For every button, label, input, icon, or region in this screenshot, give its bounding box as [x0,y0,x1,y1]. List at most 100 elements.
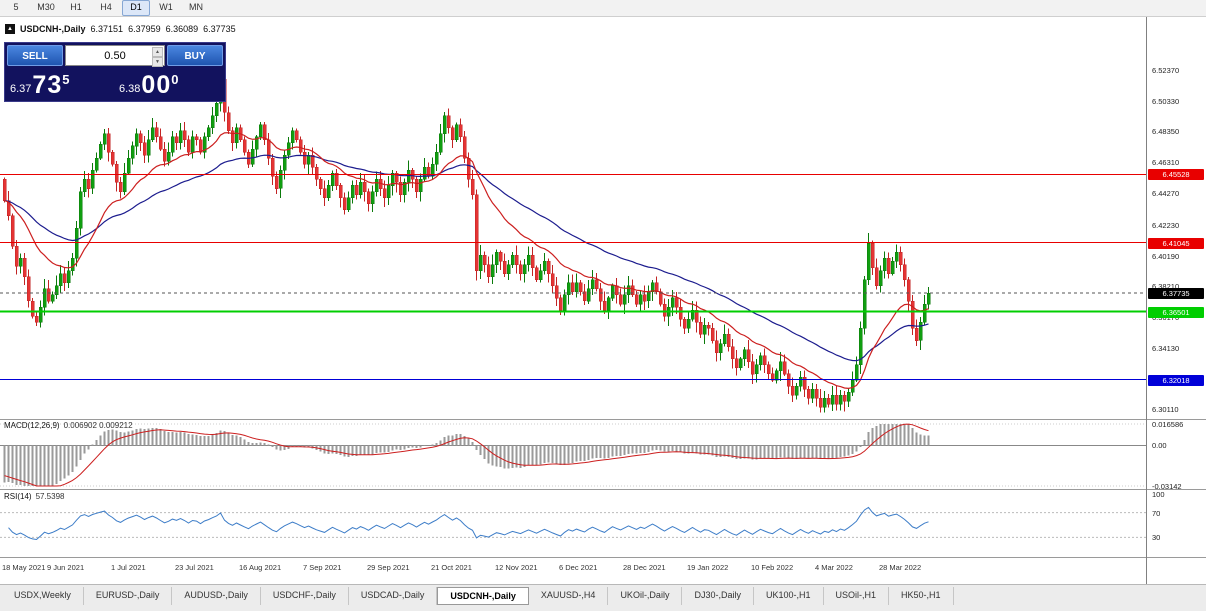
price-axis-tick: 6.48350 [1152,127,1180,137]
date-axis-label: 10 Feb 2022 [751,563,794,572]
volume-down-icon[interactable]: ▼ [152,57,163,67]
price-axis-tick: 6.30110 [1152,404,1179,414]
macd-title: MACD(12,26,9) [4,421,60,430]
macd-plot [0,423,1146,487]
symbol-tab[interactable]: UK100-,H1 [754,587,824,605]
chart-up-icon: ▲ [5,24,15,34]
price-level-badge[interactable]: 6.41045 [1148,237,1204,249]
price-axis-tick: 6.52370 [1152,66,1180,76]
price-axis-tick: 6.50330 [1152,97,1180,107]
rsi-axis-tick: 30 [1152,533,1161,543]
price-level-badge[interactable]: 6.45528 [1148,169,1204,181]
ohlc-open: 6.37151 [90,24,124,34]
sell-price-big: 73 [32,71,63,99]
volume-up-icon[interactable]: ▲ [152,47,163,57]
date-axis[interactable]: 18 May 2021 9 Jun 2021 1 Jul 2021 23 Jul 20… [0,558,1146,584]
timeframe-button-h4[interactable]: H4 [100,2,112,12]
symbol-tab[interactable]: DJ30-,Daily [682,587,754,605]
price-axis-tick: 6.44270 [1152,189,1180,199]
timeframe-button-m30[interactable]: M30 [37,2,55,12]
buy-price-display[interactable]: 6.38 00 0 [116,68,223,99]
rsi-title: RSI(14) [4,492,32,501]
date-axis-label: 21 Oct 2021 [431,563,472,572]
date-axis-label: 16 Aug 2021 [239,563,282,572]
symbol-tab[interactable]: USOil-,H1 [824,587,890,605]
rsi-axis-tick: 70 [1152,508,1161,518]
symbol-tab[interactable]: USDCNH-,Daily [437,587,529,605]
candlesticks [2,69,931,413]
sell-price-prefix: 6.37 [10,83,32,95]
symbol-tab[interactable]: XAUUSD-,H4 [529,587,609,605]
sell-button[interactable]: SELL [7,45,63,66]
fast-ma-line [4,132,929,390]
date-axis-label: 1 Jul 2021 [111,563,146,572]
rsi-indicator-label: RSI(14) 57.5398 [4,492,64,501]
macd-axis-tick: 0.00 [1152,441,1167,451]
symbol-tab[interactable]: USDX,Weekly [2,587,84,605]
macd-axis-tick: 0.016586 [1152,420,1184,429]
timeframe-button-5[interactable]: 5 [13,2,19,12]
price-axis-tick: 6.34130 [1152,343,1180,353]
date-axis-label: 28 Dec 2021 [623,563,666,572]
timeframe-button-h1[interactable]: H1 [70,2,82,12]
price-axis-tick: 6.42230 [1152,220,1180,230]
macd-axis-tick: -0.03142 [1152,482,1182,491]
symbol-tab[interactable]: EURUSD-,Daily [84,587,173,605]
rsi-axis-tick: 100 [1152,490,1165,499]
axis-separator [1147,489,1206,490]
date-axis-label: 28 Mar 2022 [879,563,922,572]
price-axis-tick: 6.40190 [1152,251,1180,261]
date-axis-label: 4 Mar 2022 [815,563,853,572]
price-axis[interactable]: 6.52370 6.50330 6.48350 6.46310 6.44270 6.422… [1146,17,1206,584]
chart-canvas[interactable] [0,17,1146,584]
volume-spinner: ▲ ▼ [152,47,163,67]
symbol-tab-bar: USDX,Weekly EURUSD-,Daily AUDUSD-,Daily USD… [0,584,1206,611]
symbol-tab[interactable]: UKOil-,Daily [608,587,683,605]
timeframe-button-mn[interactable]: MN [189,2,203,12]
price-level-badge[interactable]: 6.32018 [1148,374,1204,386]
buy-price-sup: 0 [171,72,179,87]
ohlc-high: 6.37959 [128,24,161,34]
buy-price-prefix: 6.38 [119,83,141,95]
axis-separator [1147,419,1206,420]
sell-price-sup: 5 [62,72,70,87]
price-level-badge[interactable]: 6.36501 [1148,306,1204,318]
date-axis-label: 29 Sep 2021 [367,563,410,572]
timeframe-button-w1[interactable]: W1 [159,2,173,12]
level-lines [0,173,1146,381]
date-axis-label: 19 Jan 2022 [687,563,729,572]
macd-indicator-label: MACD(12,26,9) 0.006902 0.009212 [4,421,133,430]
macd-values: 0.006902 0.009212 [63,421,133,430]
axis-separator [1147,557,1206,558]
date-axis-label: 7 Sep 2021 [303,563,342,572]
rsi-plot [0,506,1146,541]
panel-separators [0,419,1146,558]
symbol-tab[interactable]: HK50-,H1 [889,587,954,605]
symbol-tab[interactable]: AUDUSD-,Daily [172,587,261,605]
rsi-value: 57.5398 [35,492,65,501]
symbol-tab[interactable]: USDCHF-,Daily [261,587,349,605]
symbol-tab[interactable]: USDCAD-,Daily [349,587,438,605]
current-price-badge: 6.37735 [1148,287,1204,299]
chart-symbol-label: USDCNH-,Daily [20,24,86,34]
sell-price-display[interactable]: 6.37 73 5 [7,68,114,99]
slow-ma-line [4,154,929,362]
buy-button[interactable]: BUY [167,45,223,66]
buy-price-big: 00 [141,71,172,99]
ohlc-close: 6.37735 [203,24,236,34]
timeframe-button-d1[interactable]: D1 [122,0,150,16]
date-axis-label: 23 Jul 2021 [175,563,214,572]
timeframe-toolbar: 5 M30 H1 H4 D1 W1 MN [0,0,1206,17]
volume-box: ▲ ▼ [65,45,165,67]
date-axis-label: 6 Dec 2021 [559,563,598,572]
date-axis-label: 18 May 2021 [2,563,46,572]
date-axis-label: 9 Jun 2021 [47,563,85,572]
price-axis-tick: 6.46310 [1152,158,1180,168]
chart-title-bar: ▲ USDCNH-,Daily 6.37151 6.37959 6.36089 … [5,24,236,34]
price-axis-tick: 6.38210 [1152,281,1180,291]
date-axis-label: 12 Nov 2021 [495,563,538,572]
one-click-trade-panel: SELL ▲ ▼ BUY 6.37 73 5 6.38 00 0 [4,42,226,102]
ohlc-low: 6.36089 [165,24,199,34]
volume-input[interactable] [83,48,147,63]
